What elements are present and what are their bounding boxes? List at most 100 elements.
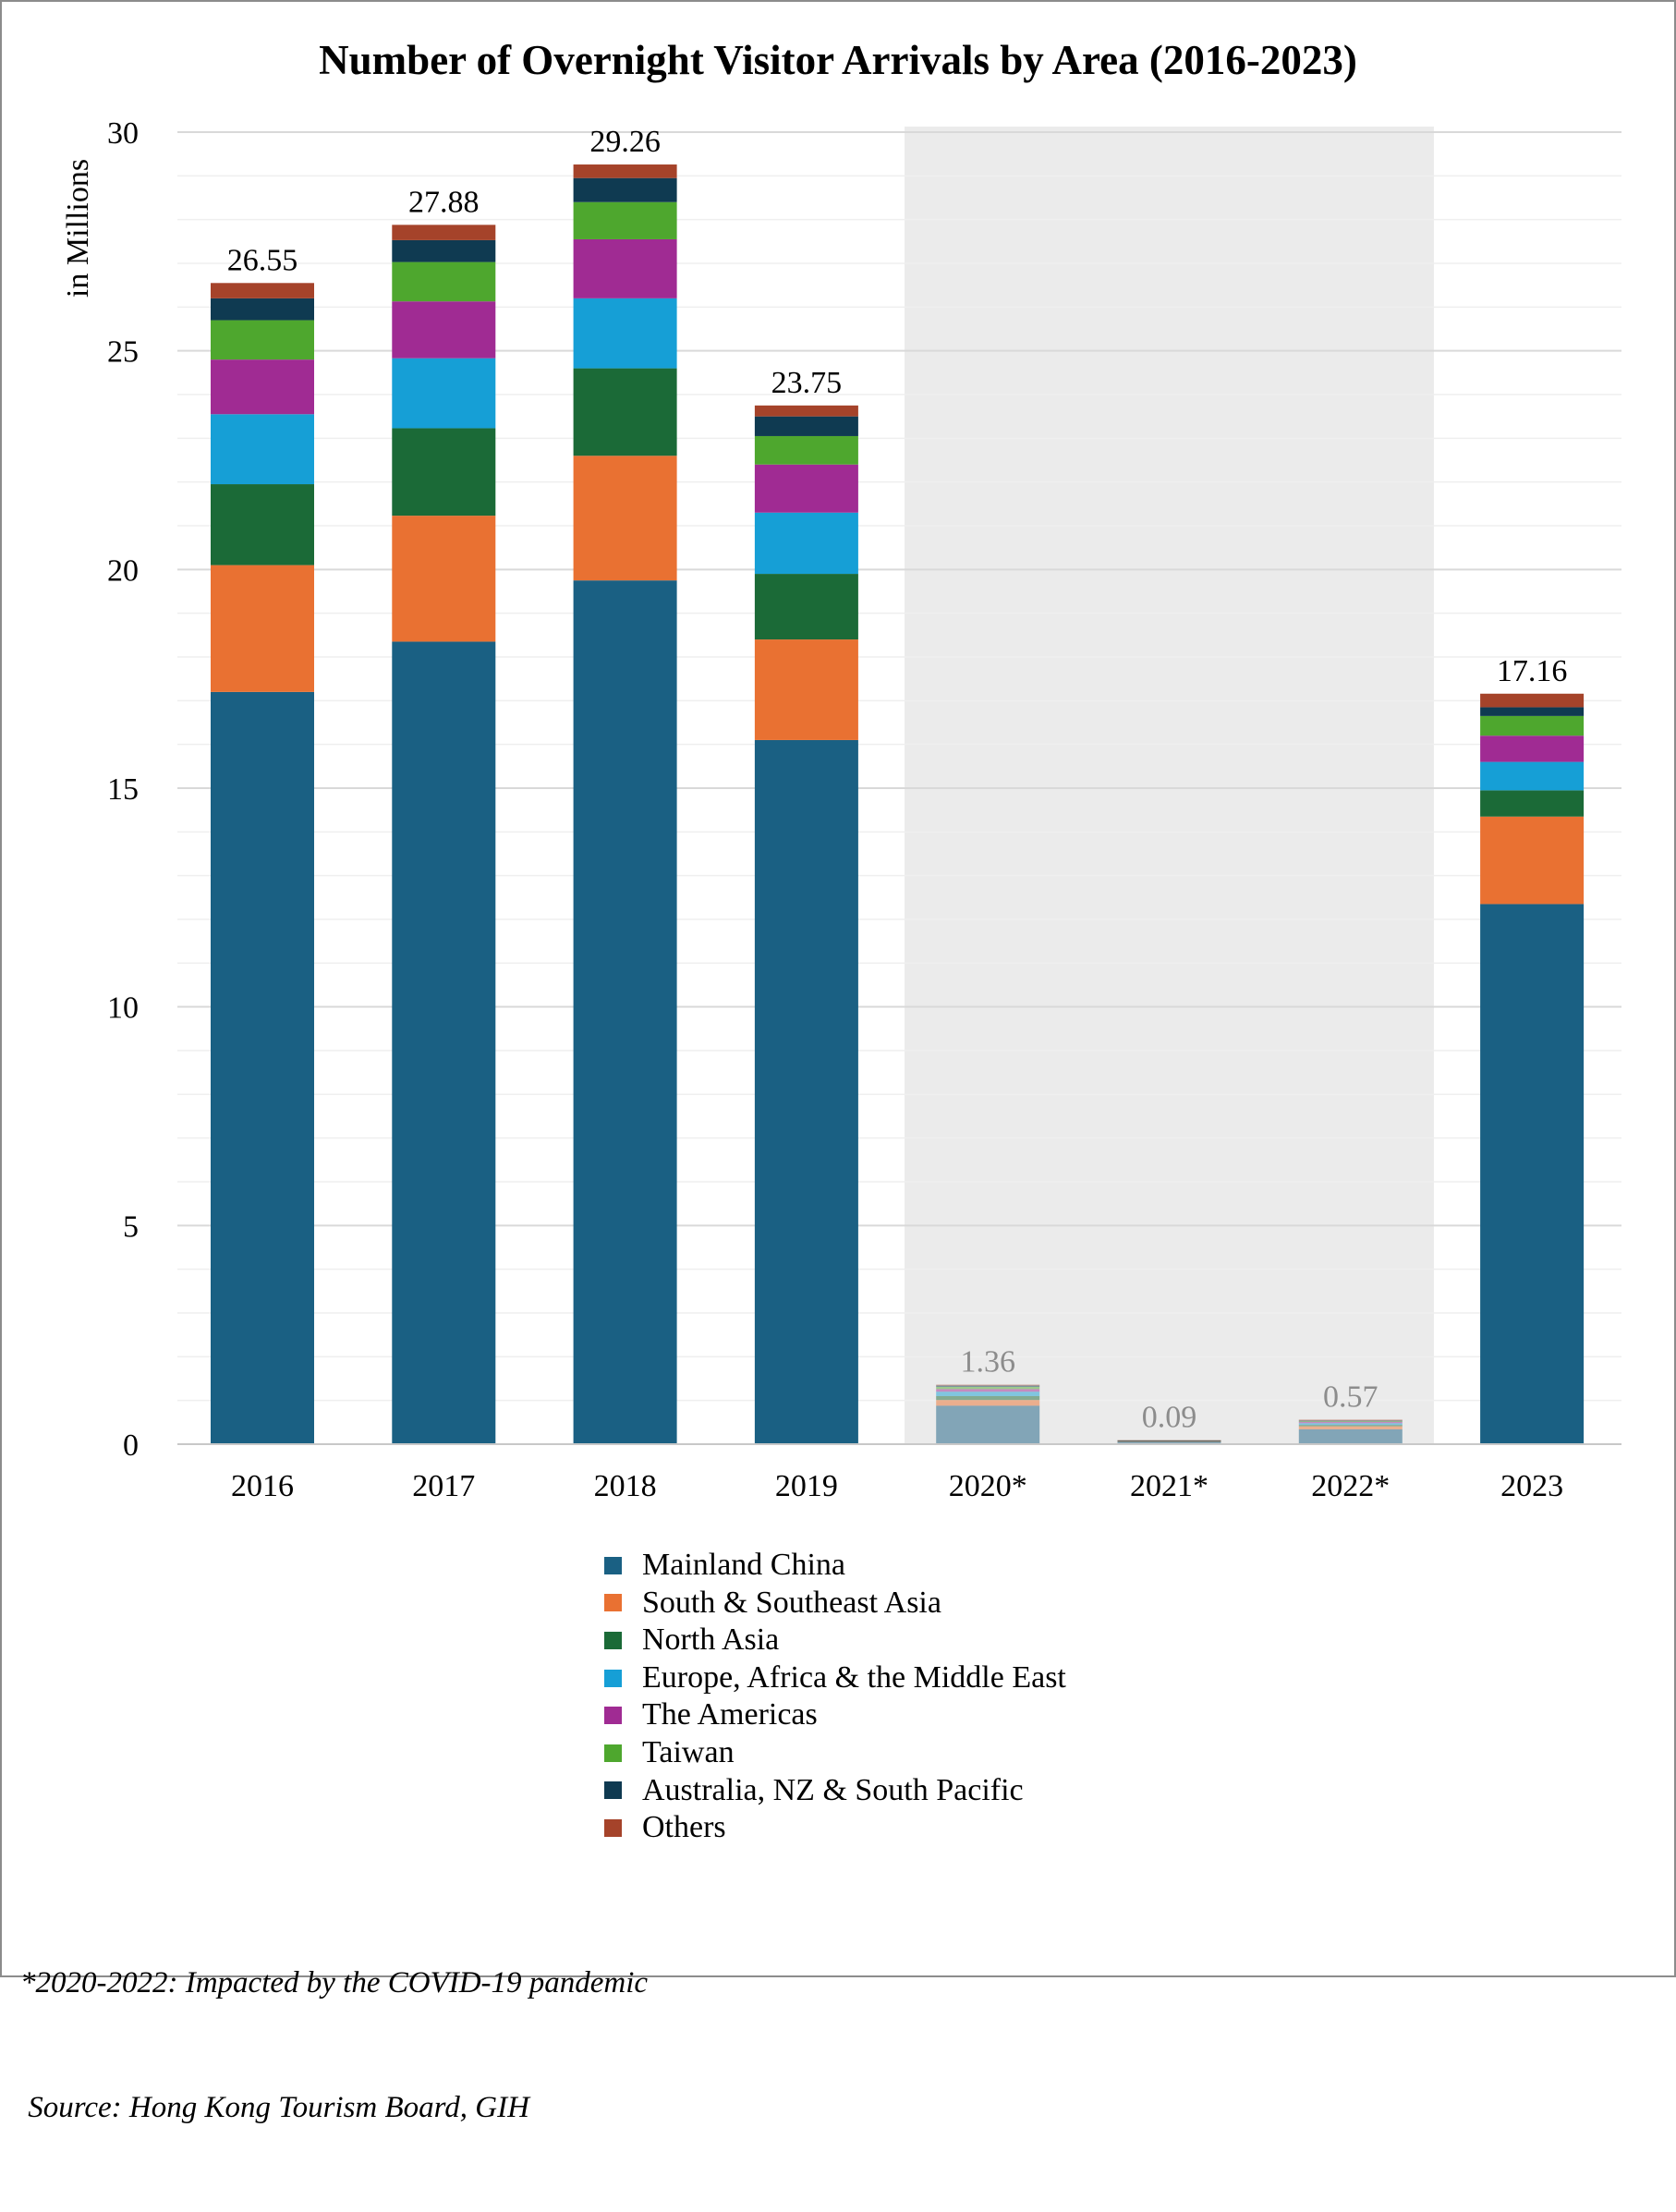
bar-segment [1480, 761, 1585, 791]
bar-segment [211, 691, 314, 1444]
bar-segment [754, 435, 858, 465]
bar-stack: 0.09 [1117, 1401, 1221, 1444]
bar-segment [1298, 1426, 1403, 1429]
bar-segment [1298, 1425, 1403, 1427]
legend-label: South & Southeast Asia [642, 1585, 941, 1620]
legend-item: Mainland China [604, 1547, 1066, 1585]
bar-segment [392, 358, 496, 429]
x-tick-label: 2023 [1500, 1469, 1563, 1503]
legend-swatch [604, 1556, 622, 1574]
legend-item: Europe, Africa & the Middle East [604, 1659, 1066, 1697]
bar-total-label: 17.16 [1497, 654, 1568, 688]
bar-segment [754, 639, 858, 740]
stacked-bar-chart: 26.55 27.88 29.26 23.75 1.36 0.09 0.57 17.16 0 5… [61, 37, 1621, 1503]
legend-swatch [604, 1594, 622, 1612]
bar-stack: 1.36 [936, 1345, 1040, 1444]
footnote: *2020-2022: Impacted by the COVID-19 pan… [20, 1879, 648, 2212]
axes: 0 5 10 15 20 25 30 2016 2017 2018 2019 2020* 2021* 20… [107, 116, 1621, 1503]
legend-swatch [604, 1818, 622, 1837]
bar-stack: 23.75 [754, 366, 858, 1444]
bar-segment [573, 580, 677, 1444]
x-tick-label: 2018 [594, 1469, 657, 1503]
legend-label: Europe, Africa & the Middle East [642, 1659, 1066, 1695]
covid-shaded-band [905, 127, 1434, 1444]
bar-segment [573, 177, 677, 202]
bar-segment [211, 320, 314, 360]
bar-segment [573, 368, 677, 456]
bar-segment [1298, 1420, 1403, 1422]
legend-swatch [604, 1669, 622, 1687]
bar-segment [754, 512, 858, 575]
bar-segment [392, 516, 496, 642]
bar-segment [936, 1392, 1040, 1396]
bar-segment [936, 1385, 1040, 1387]
y-tick-label: 20 [107, 553, 139, 588]
bar-segment [1298, 1420, 1403, 1422]
bar-segment [573, 201, 677, 239]
legend-label: Mainland China [642, 1548, 846, 1582]
x-tick-label: 2022* [1311, 1469, 1390, 1503]
x-tick-label: 2020* [949, 1469, 1027, 1503]
legend: Mainland China South & Southeast Asia Nort… [604, 1547, 1066, 1847]
bar-segment [1298, 1421, 1403, 1424]
legend-swatch [604, 1631, 622, 1649]
bar-total-label: 0.09 [1142, 1401, 1197, 1435]
bar-total-label: 29.26 [589, 125, 661, 159]
x-tick-label: 2019 [775, 1469, 838, 1503]
bar-segment [936, 1384, 1040, 1386]
y-tick-label: 15 [107, 772, 139, 807]
bar-segment [573, 164, 677, 178]
bar-segment [392, 301, 496, 359]
y-tick-label: 10 [107, 991, 139, 1026]
bar-segment [573, 456, 677, 581]
bars: 26.55 27.88 29.26 23.75 1.36 0.09 0.57 17.16 [211, 125, 1585, 1444]
bar-segment [392, 641, 496, 1444]
bar-segment [1117, 1440, 1221, 1441]
bar-segment [1298, 1423, 1403, 1426]
legend-item: North Asia [604, 1622, 1066, 1659]
bar-segment [1298, 1428, 1403, 1444]
legend-label: Others [642, 1810, 726, 1845]
bar-total-label: 27.88 [408, 185, 480, 219]
legend-item: South & Southeast Asia [604, 1585, 1066, 1623]
footnote-covid-note: *2020-2022: Impacted by the COVID-19 pan… [20, 1966, 649, 1999]
legend-item: Taiwan [604, 1734, 1066, 1772]
legend-item: The Americas [604, 1696, 1066, 1734]
bar-segment [936, 1400, 1040, 1406]
bar-segment [754, 416, 858, 436]
bar-stack: 26.55 [211, 243, 314, 1444]
bar-segment [392, 428, 496, 517]
bar-segment [936, 1405, 1040, 1444]
bar-segment [754, 405, 858, 417]
bar-segment [392, 225, 496, 240]
bar-total-label: 26.55 [227, 243, 298, 277]
bar-segment [211, 565, 314, 692]
bar-total-label: 1.36 [960, 1345, 1015, 1379]
y-axis-label: in Millions [61, 159, 95, 298]
bar-segment [211, 359, 314, 415]
chart-frame: 26.55 27.88 29.26 23.75 1.36 0.09 0.57 17.16 0 5… [0, 0, 1676, 2124]
legend-swatch [604, 1744, 622, 1762]
legend-label: The Americas [642, 1697, 818, 1732]
x-tick-label: 2016 [231, 1469, 294, 1503]
bar-total-label: 0.57 [1323, 1379, 1378, 1414]
legend-label: Taiwan [642, 1734, 735, 1769]
bar-segment [1480, 715, 1585, 736]
legend-label: Australia, NZ & South Pacific [642, 1772, 1024, 1807]
y-tick-label: 0 [123, 1428, 139, 1463]
bar-stack: 27.88 [392, 185, 496, 1444]
bar-segment [1480, 707, 1585, 716]
bar-segment [211, 298, 314, 321]
y-tick-label: 5 [123, 1209, 139, 1244]
bar-segment [573, 238, 677, 298]
bar-segment [754, 739, 858, 1444]
legend-swatch [604, 1781, 622, 1800]
bar-segment [1298, 1419, 1403, 1421]
bar-segment [211, 283, 314, 298]
bar-segment [392, 261, 496, 302]
legend-item: Others [604, 1809, 1066, 1847]
bar-segment [1480, 816, 1585, 905]
y-tick-label: 25 [107, 335, 139, 370]
bar-segment [573, 298, 677, 369]
x-tick-label: 2017 [412, 1469, 475, 1503]
